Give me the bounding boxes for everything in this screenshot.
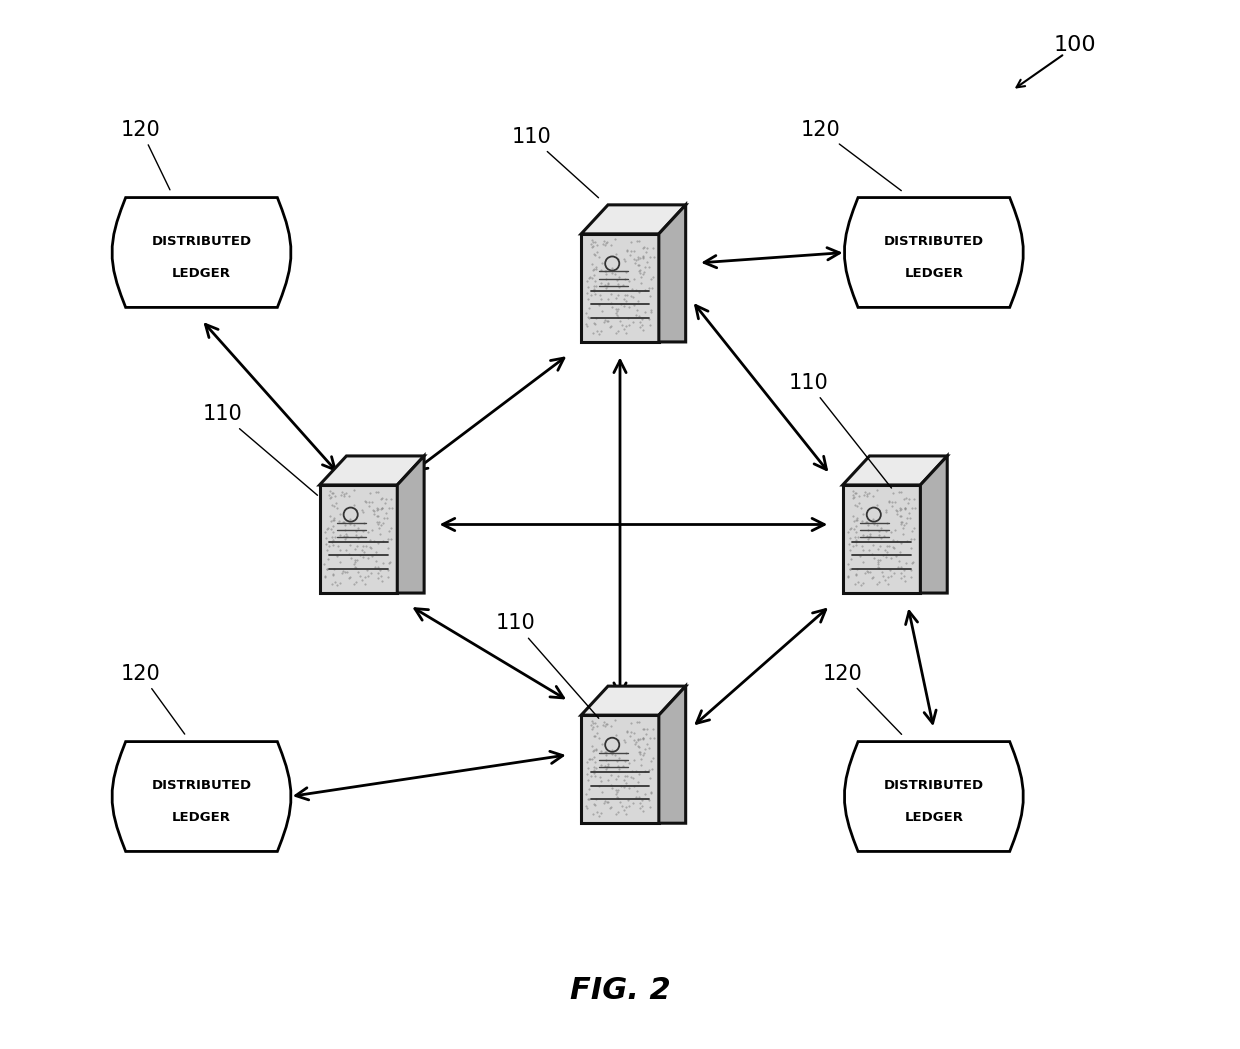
Text: FIG. 2: FIG. 2 — [569, 976, 671, 1005]
Polygon shape — [582, 715, 658, 823]
Text: 110: 110 — [202, 404, 317, 495]
Polygon shape — [320, 485, 397, 593]
Text: 110: 110 — [496, 614, 599, 719]
Text: 110: 110 — [511, 127, 599, 198]
Text: LEDGER: LEDGER — [904, 811, 963, 823]
Polygon shape — [843, 456, 947, 485]
Polygon shape — [844, 197, 1023, 307]
Text: LEDGER: LEDGER — [172, 266, 231, 280]
Polygon shape — [844, 742, 1023, 852]
Text: 100: 100 — [1054, 36, 1096, 56]
Text: DISTRIBUTED: DISTRIBUTED — [151, 235, 252, 248]
Text: DISTRIBUTED: DISTRIBUTED — [884, 235, 983, 248]
Polygon shape — [658, 205, 686, 342]
Polygon shape — [397, 456, 424, 593]
Text: DISTRIBUTED: DISTRIBUTED — [151, 779, 252, 792]
Polygon shape — [920, 456, 947, 593]
Text: 120: 120 — [823, 664, 901, 734]
Text: 120: 120 — [122, 664, 185, 734]
Polygon shape — [112, 197, 291, 307]
Polygon shape — [843, 485, 920, 593]
Polygon shape — [320, 456, 424, 485]
Text: 120: 120 — [122, 120, 170, 190]
Polygon shape — [582, 234, 658, 342]
Polygon shape — [582, 205, 686, 234]
Polygon shape — [658, 686, 686, 823]
Text: 120: 120 — [800, 120, 901, 191]
Text: 110: 110 — [789, 372, 892, 488]
Text: LEDGER: LEDGER — [172, 811, 231, 823]
Text: LEDGER: LEDGER — [904, 266, 963, 280]
Text: DISTRIBUTED: DISTRIBUTED — [884, 779, 983, 792]
Polygon shape — [582, 686, 686, 715]
Polygon shape — [112, 742, 291, 852]
